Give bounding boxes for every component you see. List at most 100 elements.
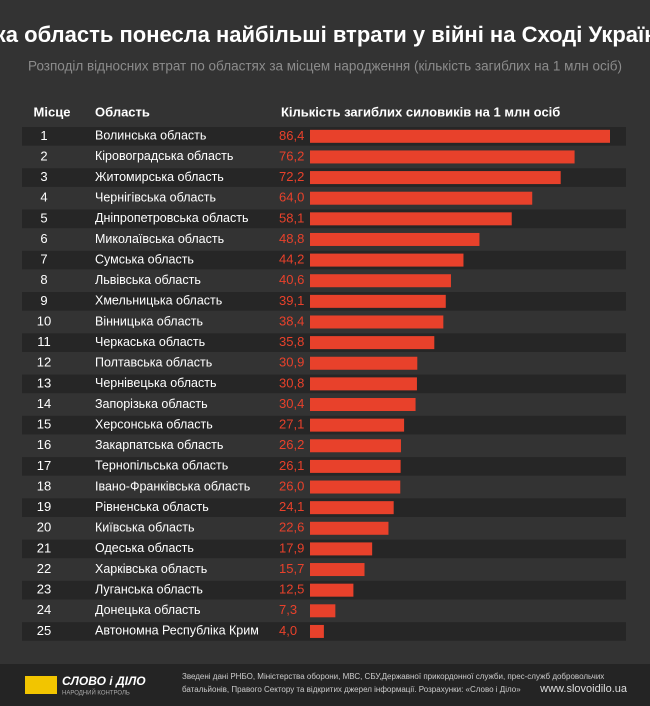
category-label: Миколаївська область — [95, 232, 224, 246]
category-label: Хмельницька область — [95, 294, 222, 308]
value-label: 4,0 — [279, 623, 297, 638]
rank-label: 20 — [37, 520, 51, 535]
bar — [310, 542, 373, 556]
value-label: 58,1 — [279, 210, 304, 225]
rows: 1 Волинська область 86,4 2 Кіровоградська об… — [22, 127, 626, 641]
bar — [310, 377, 417, 391]
logo-text: СЛОВО і ДІЛО — [62, 674, 146, 688]
bar — [310, 274, 451, 288]
rank-label: 7 — [40, 252, 47, 267]
rank-header: Місце — [34, 104, 71, 119]
value-label: 64,0 — [279, 190, 304, 205]
category-label: Чернівецька область — [95, 376, 217, 390]
value-label: 30,8 — [279, 375, 304, 390]
bar — [310, 583, 354, 597]
rank-label: 13 — [37, 375, 51, 390]
rank-label: 1 — [40, 128, 47, 143]
category-label: Вінницька область — [95, 314, 203, 328]
value-label: 39,1 — [279, 293, 304, 308]
value-label: 38,4 — [279, 313, 304, 328]
bar — [310, 315, 444, 329]
bar — [310, 171, 561, 185]
category-label: Тернопільська область — [95, 459, 228, 473]
row-stripe — [22, 622, 626, 641]
category-label: Кіровоградська область — [95, 149, 233, 163]
bar — [310, 418, 405, 432]
category-header: Область — [95, 104, 150, 119]
bar — [310, 480, 401, 494]
bar — [310, 398, 416, 412]
value-label: 86,4 — [279, 128, 304, 143]
category-label: Дніпропетровська область — [95, 211, 248, 225]
category-label: Донецька область — [95, 603, 201, 617]
bar — [310, 129, 610, 143]
bar — [310, 439, 401, 453]
url: www.slovoidilo.ua — [539, 683, 628, 695]
rank-label: 5 — [40, 210, 47, 225]
value-label: 26,0 — [279, 478, 304, 493]
bar — [310, 521, 389, 535]
category-label: Житомирська область — [95, 170, 224, 184]
source-text: батальйонів, Правого Сектору та відкрити… — [182, 685, 521, 694]
rank-label: 17 — [37, 458, 51, 473]
category-label: Київська область — [95, 521, 194, 535]
bar — [310, 212, 512, 226]
source-text: Зведені дані РНБО, Міністерства оборони,… — [182, 672, 604, 681]
rank-label: 21 — [37, 540, 51, 555]
rank-label: 25 — [37, 623, 51, 638]
bar — [310, 563, 365, 577]
rank-label: 4 — [40, 190, 47, 205]
value-label: 44,2 — [279, 252, 304, 267]
category-label: Полтавська область — [95, 356, 212, 370]
value-label: 72,2 — [279, 169, 304, 184]
value-label: 76,2 — [279, 148, 304, 163]
bar — [310, 150, 575, 164]
value-label: 35,8 — [279, 334, 304, 349]
bar — [310, 604, 336, 618]
bar — [310, 294, 446, 308]
category-label: Автономна Республіка Крим — [95, 624, 259, 638]
rank-label: 16 — [37, 437, 51, 452]
bar — [310, 501, 394, 515]
category-label: Волинська область — [95, 129, 206, 143]
chart-title: Яка область понесла найбільші втрати у в… — [0, 22, 650, 47]
category-label: Чернігівська область — [95, 191, 216, 205]
rank-label: 3 — [40, 169, 47, 184]
category-label: Запорізька область — [95, 397, 208, 411]
rank-label: 18 — [37, 478, 51, 493]
rank-label: 12 — [37, 355, 51, 370]
bar — [310, 253, 464, 267]
rank-label: 10 — [37, 313, 51, 328]
category-label: Закарпатська область — [95, 438, 223, 452]
rank-label: 14 — [37, 396, 51, 411]
category-label: Черкаська область — [95, 335, 205, 349]
value-label: 15,7 — [279, 561, 304, 576]
rank-label: 9 — [40, 293, 47, 308]
value-label: 12,5 — [279, 582, 304, 597]
rank-label: 22 — [37, 561, 51, 576]
value-label: 26,2 — [279, 437, 304, 452]
value-label: 26,1 — [279, 458, 304, 473]
value-header: Кількість загиблих силовиків на 1 млн ос… — [281, 104, 560, 119]
value-label: 48,8 — [279, 231, 304, 246]
rank-label: 23 — [37, 582, 51, 597]
rank-label: 24 — [37, 602, 51, 617]
category-label: Львівська область — [95, 273, 201, 287]
category-label: Рівненська область — [95, 500, 209, 514]
bar — [310, 356, 418, 370]
category-label: Сумська область — [95, 252, 194, 266]
rank-label: 8 — [40, 272, 47, 287]
bar — [310, 624, 324, 638]
rank-label: 15 — [37, 417, 51, 432]
category-label: Одеська область — [95, 541, 194, 555]
category-label: Херсонська область — [95, 417, 213, 431]
rank-label: 11 — [37, 334, 51, 349]
value-label: 40,6 — [279, 272, 304, 287]
category-label: Луганська область — [95, 582, 203, 596]
value-label: 30,9 — [279, 355, 304, 370]
category-label: Харківська область — [95, 562, 207, 576]
bar — [310, 336, 435, 350]
logo-icon — [25, 676, 57, 694]
chart-subtitle: Розподіл відносних втрат по областях за … — [28, 59, 622, 74]
